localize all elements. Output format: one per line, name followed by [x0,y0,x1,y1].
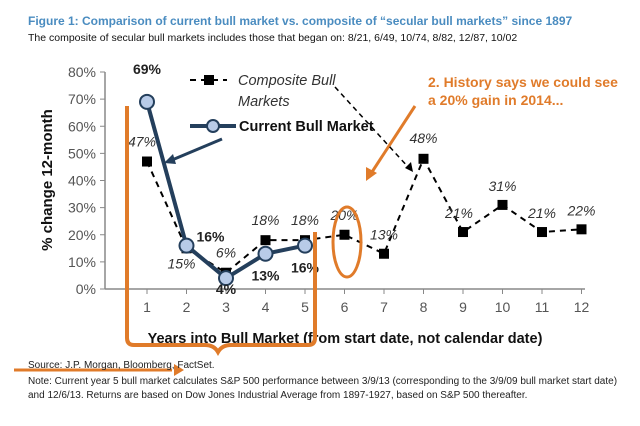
legend-composite-marker [204,75,214,85]
legend-composite-label: Composite Bull [238,73,336,89]
y-tick-label: 40% [68,173,96,189]
annotation-text: a 20% gain in 2014... [428,92,563,108]
x-tick-label: 12 [574,299,590,315]
note-text: Note: Current year 5 bull market calcula… [28,376,618,401]
composite-point [142,156,152,167]
current-point [178,237,195,254]
composite-data-label: 21% [527,205,556,221]
source-text: Source: J.P. Morgan, Bloomberg, FactSet. [28,360,215,371]
composite-data-label: 6% [216,245,236,261]
y-tick-label: 50% [68,145,96,161]
annotation-text: 2. History says we could see [428,74,618,90]
x-tick-label: 8 [420,299,428,315]
composite-data-label: 47% [128,134,156,150]
orange-arrow [370,105,417,173]
y-tick-label: 10% [68,254,96,270]
composite-point [497,199,508,210]
arrowhead-icon [164,154,176,164]
legend-current-marker [206,119,220,133]
x-tick-label: 3 [222,299,230,315]
x-tick-label: 10 [495,299,511,315]
arrowhead-icon [366,167,377,181]
composite-data-label: 18% [251,212,279,228]
x-tick-label: 11 [535,299,550,315]
composite-data-label: 15% [167,255,195,271]
current-point [257,245,274,262]
composite-line [146,156,582,274]
x-tick-label: 9 [459,299,467,315]
composite-point [458,227,468,238]
y-tick-label: 70% [68,91,96,107]
y-axis-title: % change 12-month [39,109,56,251]
composite-point [339,229,350,240]
arrowhead-icon [405,162,413,172]
composite-data-label: 21% [444,205,473,221]
x-tick-label: 1 [143,299,151,315]
x-tick-label: 5 [301,299,309,315]
current-data-label: 69% [133,61,162,77]
current-data-label: 16% [196,229,225,245]
current-point [218,270,234,287]
figure-subtitle: The composite of secular bull markets in… [28,32,518,44]
x-tick-label: 6 [341,299,349,315]
composite-point [576,224,587,235]
y-tick-label: 60% [68,118,96,134]
orange-ellipse [331,205,363,279]
composite-point [418,153,429,164]
composite-data-label: 22% [566,202,595,218]
current-data-label: 4% [216,281,237,297]
y-tick-label: 80% [68,64,96,80]
composite-data-label: 31% [488,178,516,194]
orange-bracket [125,106,317,357]
legend-pointer-arrow [334,86,410,169]
y-tick-label: 30% [68,200,96,216]
y-tick-label: 0% [76,281,96,297]
composite-point [260,235,271,246]
current-data-label: 13% [251,268,280,284]
composite-data-label: 48% [409,130,437,146]
x-tick-label: 2 [183,299,191,315]
composite-data-label: 18% [291,212,319,228]
legend-pointer-arrow [171,137,223,162]
figure-title: Figure 1: Comparison of current bull mar… [28,14,573,28]
legend-composite-label: Markets [238,94,290,110]
legend-current-label: Current Bull Market [239,119,374,135]
current-point [139,93,155,110]
arrowhead-icon [174,364,184,376]
composite-point [379,248,389,259]
current-data-label: 16% [291,260,320,276]
x-tick-label: 7 [380,299,388,315]
composite-data-label: 13% [370,227,398,243]
y-tick-label: 20% [68,227,96,243]
x-tick-label: 4 [262,299,270,315]
current-point [297,237,313,254]
composite-point [537,227,547,238]
